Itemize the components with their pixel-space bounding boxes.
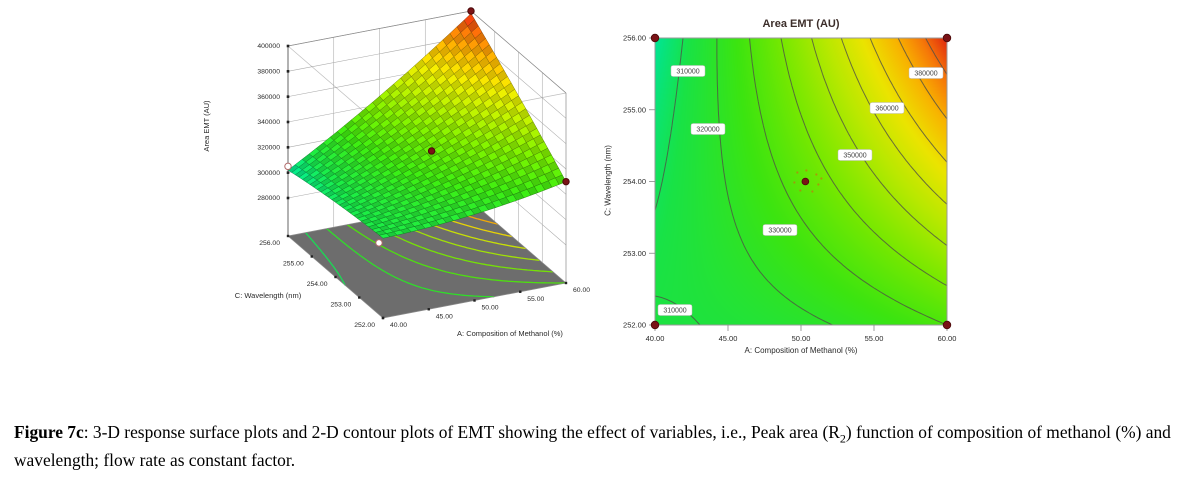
- contour-line: [716, 38, 833, 326]
- x-tick-label-2d: 60.00: [938, 334, 957, 343]
- contour-label-box: [670, 65, 706, 77]
- caption-subscript: 2: [839, 431, 846, 446]
- contour-y-axis-label: C: Wavelength (nm): [603, 145, 613, 216]
- contour-label: 310000: [663, 308, 686, 315]
- design-point: [427, 147, 436, 155]
- design-point: [650, 33, 660, 43]
- speckle-dot: [820, 177, 823, 180]
- y-axis-label-3d: C: Wavelength (nm): [234, 291, 302, 300]
- caption-text: : 3-D response surface plots and 2-D con…: [83, 422, 840, 442]
- design-point: [942, 33, 952, 43]
- contour-line: [811, 37, 948, 246]
- contour-label: 380000: [914, 71, 937, 78]
- contour-label-box: [869, 102, 905, 114]
- z-tick-label: 400000: [257, 43, 280, 50]
- z-axis-label-3d: Area EMT (AU): [202, 100, 211, 152]
- contour-line: [925, 37, 948, 75]
- floor-contour-line: [346, 224, 566, 284]
- z-tick-label: 280000: [257, 195, 280, 202]
- x-tick-label-2d: 40.00: [646, 334, 665, 343]
- contour-line: [654, 37, 684, 211]
- y-tick-label-2d: 253.00: [623, 249, 646, 258]
- x-tick-label-3d: 45.00: [436, 313, 453, 320]
- design-point: [562, 177, 570, 186]
- x-tick-label-3d: 40.00: [390, 322, 407, 329]
- speckle-dot: [793, 181, 796, 184]
- z-tick-label: 320000: [257, 145, 280, 152]
- contour-line: [780, 37, 948, 287]
- surface-plot-3d: 280000 300000 320000 340000 360000 380000 4000…: [257, 7, 590, 329]
- y-tick-label-3d: 255.00: [283, 261, 304, 268]
- contour-label-box: [762, 224, 798, 236]
- contour-gradient-canvas: [655, 38, 947, 325]
- figure-caption: Figure 7c: 3-D response surface plots an…: [14, 419, 1194, 474]
- y-tick-label-2d: 252.00: [623, 321, 646, 330]
- x-tick-label-2d: 45.00: [719, 334, 738, 343]
- contour-label: 350000: [843, 153, 866, 160]
- speckle-dot: [815, 173, 818, 176]
- design-point: [942, 320, 952, 330]
- contour-label-box: [837, 149, 873, 161]
- speckle-dot: [817, 183, 820, 186]
- contour-label-box: [690, 123, 726, 135]
- floor-plane: [288, 201, 566, 318]
- contour-label: 360000: [875, 106, 898, 113]
- y-tick-label-3d: 256.00: [259, 240, 280, 247]
- y-tick-label-3d: 254.00: [307, 281, 328, 288]
- speckle-dot: [805, 169, 808, 172]
- floor-contour-line: [326, 228, 495, 298]
- x-tick-label-3d: 60.00: [573, 287, 590, 294]
- contour-line: [840, 37, 948, 205]
- z-tick-label: 300000: [257, 170, 280, 177]
- x-tick-label-3d: 55.00: [527, 296, 544, 303]
- contour-x-axis-label: A: Composition of Methanol (%): [744, 346, 858, 355]
- figure-panel: 280000 300000 320000 340000 360000 380000 4000…: [202, 7, 957, 355]
- speckle-dot: [799, 189, 802, 192]
- y-tick-label-2d: 256.00: [623, 34, 646, 43]
- contour-label-box: [657, 304, 693, 316]
- design-point: [375, 239, 383, 247]
- surface-mesh: [287, 13, 567, 239]
- z-tick-label: 340000: [257, 119, 280, 126]
- design-point: [650, 320, 660, 330]
- z-tick-label: 360000: [257, 94, 280, 101]
- x-tick-label-2d: 55.00: [865, 334, 884, 343]
- contour-title: Area EMT (AU): [762, 18, 840, 30]
- y-tick-label-3d: 253.00: [330, 302, 351, 309]
- speckle-dot: [796, 171, 799, 174]
- contour-label: 310000: [676, 69, 699, 76]
- y-tick-label-2d: 255.00: [623, 105, 646, 114]
- y-tick-label-3d: 252.00: [354, 322, 375, 329]
- speckle-dot: [811, 190, 814, 193]
- x-axis-label-3d: A: Composition of Methanol (%): [457, 329, 563, 338]
- plot-frame: [654, 37, 948, 326]
- x-tick-label-2d: 50.00: [792, 334, 811, 343]
- contour-line: [749, 37, 948, 326]
- contour-label-box: [908, 67, 944, 79]
- design-point: [284, 162, 292, 171]
- caption-tail: ) function of composition of methanol (%…: [14, 422, 1171, 471]
- z-tick-label: 380000: [257, 69, 280, 76]
- design-point: [467, 7, 475, 15]
- contour-label: 330000: [768, 228, 791, 235]
- x-tick-label-3d: 50.00: [482, 305, 499, 312]
- caption-figure-number: Figure 7c: [14, 422, 84, 442]
- center-design-point: [801, 177, 810, 186]
- y-tick-label-2d: 254.00: [623, 177, 646, 186]
- contour-line: [869, 37, 948, 163]
- contour-label: 320000: [696, 127, 719, 134]
